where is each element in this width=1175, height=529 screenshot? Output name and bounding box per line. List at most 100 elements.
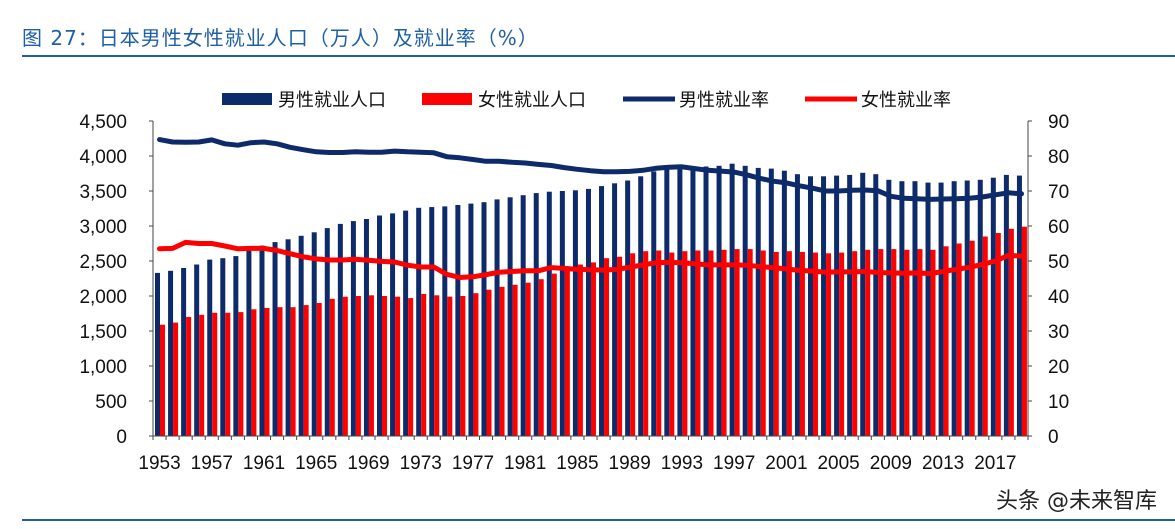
female-population-bar (747, 249, 753, 436)
male-population-bar (1016, 175, 1022, 436)
left-tick-label: 3,000 (79, 217, 127, 238)
female-population-bar (199, 314, 205, 436)
female-population-bar (395, 296, 401, 436)
male-rate-line (157, 137, 1024, 202)
left-tick-label: 2,500 (79, 252, 127, 273)
male-population-bar (781, 170, 787, 436)
female-population-bar (773, 251, 779, 436)
male-population-bar (455, 205, 461, 436)
male-population-bar (377, 215, 383, 436)
male-population-bar (559, 191, 565, 436)
female-population-bar (669, 252, 675, 436)
female-population-bar (643, 251, 649, 436)
female-population-bar (447, 296, 453, 436)
male-population-bar (533, 193, 539, 436)
female-population-bar (251, 309, 257, 436)
male-population-bar (794, 174, 800, 436)
female-population-bar (382, 296, 388, 436)
male-population-bar (572, 190, 578, 436)
female-population-bar (812, 252, 818, 436)
male-population-bar (925, 182, 931, 436)
x-tick-label: 1953 (138, 453, 180, 474)
x-tick-label: 1989 (609, 453, 651, 474)
male-population-bar (285, 239, 291, 436)
male-population-bar (990, 177, 996, 436)
female-population-bar (368, 295, 374, 436)
x-tick-label: 2001 (765, 453, 807, 474)
male-population-bar (873, 174, 879, 436)
male-population-bar (821, 176, 827, 437)
male-population-bar (599, 186, 605, 436)
right-tick-label: 20 (1048, 357, 1069, 378)
male-population-bar (729, 163, 735, 436)
left-tick-label: 4,500 (79, 112, 127, 133)
right-tick-label: 70 (1048, 182, 1069, 203)
female-population-bar (421, 293, 427, 436)
male-population-bar (468, 203, 474, 436)
male-population-bar (350, 221, 356, 436)
x-tick-label: 1985 (556, 453, 598, 474)
male-population-bar (363, 219, 369, 436)
male-population-bar (207, 259, 213, 436)
female-population-bar (577, 264, 583, 436)
female-population-bar (917, 249, 923, 436)
female-population-bar (486, 289, 492, 436)
left-tick-label: 0 (116, 427, 127, 448)
left-tick-label: 1,500 (79, 322, 127, 343)
x-tick-label: 2017 (974, 453, 1016, 474)
legend-swatch (422, 93, 472, 105)
female-population-bar (656, 250, 662, 436)
x-tick-label: 2005 (817, 453, 859, 474)
male-population-bar (507, 197, 513, 436)
female-population-bar (225, 312, 231, 436)
figure-title: 图 27：日本男性女性就业人口（万人）及就业率（%） (22, 26, 539, 50)
male-population-bar (233, 256, 239, 436)
male-population-bar (324, 228, 330, 436)
female-population-bar (760, 250, 766, 436)
legend-label: 女性就业率 (861, 90, 951, 110)
right-tick-label: 30 (1048, 322, 1069, 343)
female-population-bar (734, 249, 740, 436)
female-population-bar (695, 250, 701, 436)
male-population-bar (664, 167, 670, 436)
right-tick-label: 50 (1048, 252, 1069, 273)
female-population-bar (839, 252, 845, 436)
female-population-bar (1021, 226, 1027, 436)
watermark: 头条 @未来智库 (996, 489, 1157, 514)
female-population-bar (525, 282, 531, 436)
female-population-bar (538, 279, 544, 436)
female-population-bar (173, 322, 179, 436)
female-population-bar (617, 256, 623, 436)
male-population-bar (429, 207, 435, 436)
legend-swatch (222, 93, 272, 105)
female-population-bar (499, 286, 505, 436)
male-population-bar (651, 171, 657, 436)
female-population-bar (316, 303, 322, 436)
male-population-bar (964, 180, 970, 436)
male-population-bar (938, 182, 944, 436)
female-population-bar (982, 236, 988, 436)
female-population-bar (878, 249, 884, 436)
female-population-bar (852, 251, 858, 436)
male-population-bar (1003, 174, 1009, 436)
male-population-bar (481, 202, 487, 436)
x-tick-label: 1961 (243, 453, 285, 474)
female-population-bar (512, 284, 518, 436)
x-tick-label: 2009 (870, 453, 912, 474)
male-population-bar (442, 206, 448, 436)
female-population-bar (303, 305, 309, 436)
male-population-bar (390, 213, 396, 436)
female-population-bar (799, 251, 805, 436)
left-tick-label: 1,000 (79, 357, 127, 378)
female-population-bar (473, 293, 479, 436)
male-population-bar (860, 172, 866, 437)
top-divider (22, 55, 1175, 57)
female-population-bar (277, 307, 283, 436)
male-population-bar (520, 195, 526, 436)
male-population-bar (899, 181, 905, 436)
legend-label: 男性就业率 (679, 90, 769, 110)
female-population-bar (342, 296, 348, 436)
x-tick-label: 1969 (347, 453, 389, 474)
female-population-bar (630, 253, 636, 436)
